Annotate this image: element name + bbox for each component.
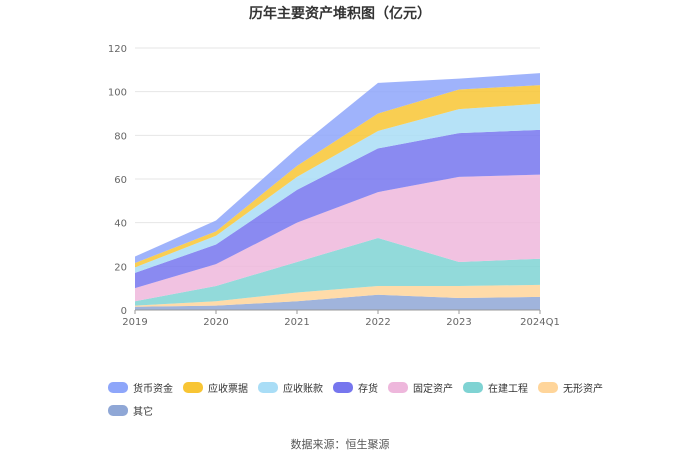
data-source-note: 数据来源：恒生聚源 (290, 438, 390, 451)
legend-item[interactable]: 其它 (108, 403, 153, 418)
legend-item[interactable]: 货币资金 (108, 380, 173, 395)
legend-swatch (108, 405, 128, 416)
legend-swatch (538, 382, 558, 393)
area-在建工程 (135, 237, 540, 306)
legend-label: 无形资产 (563, 384, 603, 395)
area-货币资金 (135, 73, 540, 264)
legend-label: 在建工程 (488, 384, 528, 395)
area-应收账款 (135, 103, 540, 273)
x-tick-label: 2019 (122, 317, 147, 328)
y-tick-label: 100 (108, 88, 127, 99)
stacked-area-chart: 0 20 40 60 80 100 120 2019 2020 2021 2022 2023 2024Q… (108, 44, 560, 328)
chart-title: 历年主要资产堆积图（亿元） (249, 6, 431, 22)
legend-label: 应收账款 (283, 384, 323, 395)
area-无形资产 (135, 284, 540, 307)
y-tick-label: 120 (108, 44, 127, 55)
legend-swatch (388, 382, 408, 393)
legend-label: 固定资产 (413, 384, 453, 395)
area-应收票据 (135, 85, 540, 268)
legend-item[interactable]: 应收账款 (258, 380, 323, 395)
legend-item[interactable]: 固定资产 (388, 380, 453, 395)
legend-swatch (333, 382, 353, 393)
legend-label: 其它 (133, 407, 153, 418)
legend-item[interactable]: 在建工程 (463, 380, 528, 395)
legend-label: 货币资金 (133, 384, 173, 395)
legend-item[interactable]: 应收票据 (183, 380, 248, 395)
y-tick-label: 0 (121, 306, 127, 317)
area-存货 (135, 129, 540, 289)
legend-label: 存货 (358, 384, 378, 395)
y-tick-label: 80 (114, 131, 127, 142)
legend-item[interactable]: 存货 (333, 380, 378, 395)
x-tick-label: 2022 (365, 317, 390, 328)
area-series-layer (135, 73, 540, 310)
x-tick-label: 2023 (446, 317, 471, 328)
area-固定资产 (135, 174, 540, 302)
legend-swatch (108, 382, 128, 393)
y-tick-label: 40 (114, 219, 127, 230)
legend-item[interactable]: 无形资产 (538, 380, 603, 395)
x-tick-label: 2020 (203, 317, 228, 328)
legend-swatch (463, 382, 483, 393)
y-tick-label: 20 (114, 262, 127, 273)
area-其它 (135, 294, 540, 310)
legend: 货币资金 应收票据 应收账款 存货 固定资产 在建工程 无形资产其它 (108, 378, 628, 424)
y-tick-label: 60 (114, 175, 127, 186)
legend-swatch (183, 382, 203, 393)
x-tick-label: 2021 (284, 317, 309, 328)
legend-swatch (258, 382, 278, 393)
axes: 0 20 40 60 80 100 120 2019 2020 2021 2022 2023 2024Q… (108, 44, 560, 328)
x-tick-label: 2024Q1 (520, 317, 560, 328)
legend-label: 应收票据 (208, 384, 248, 395)
